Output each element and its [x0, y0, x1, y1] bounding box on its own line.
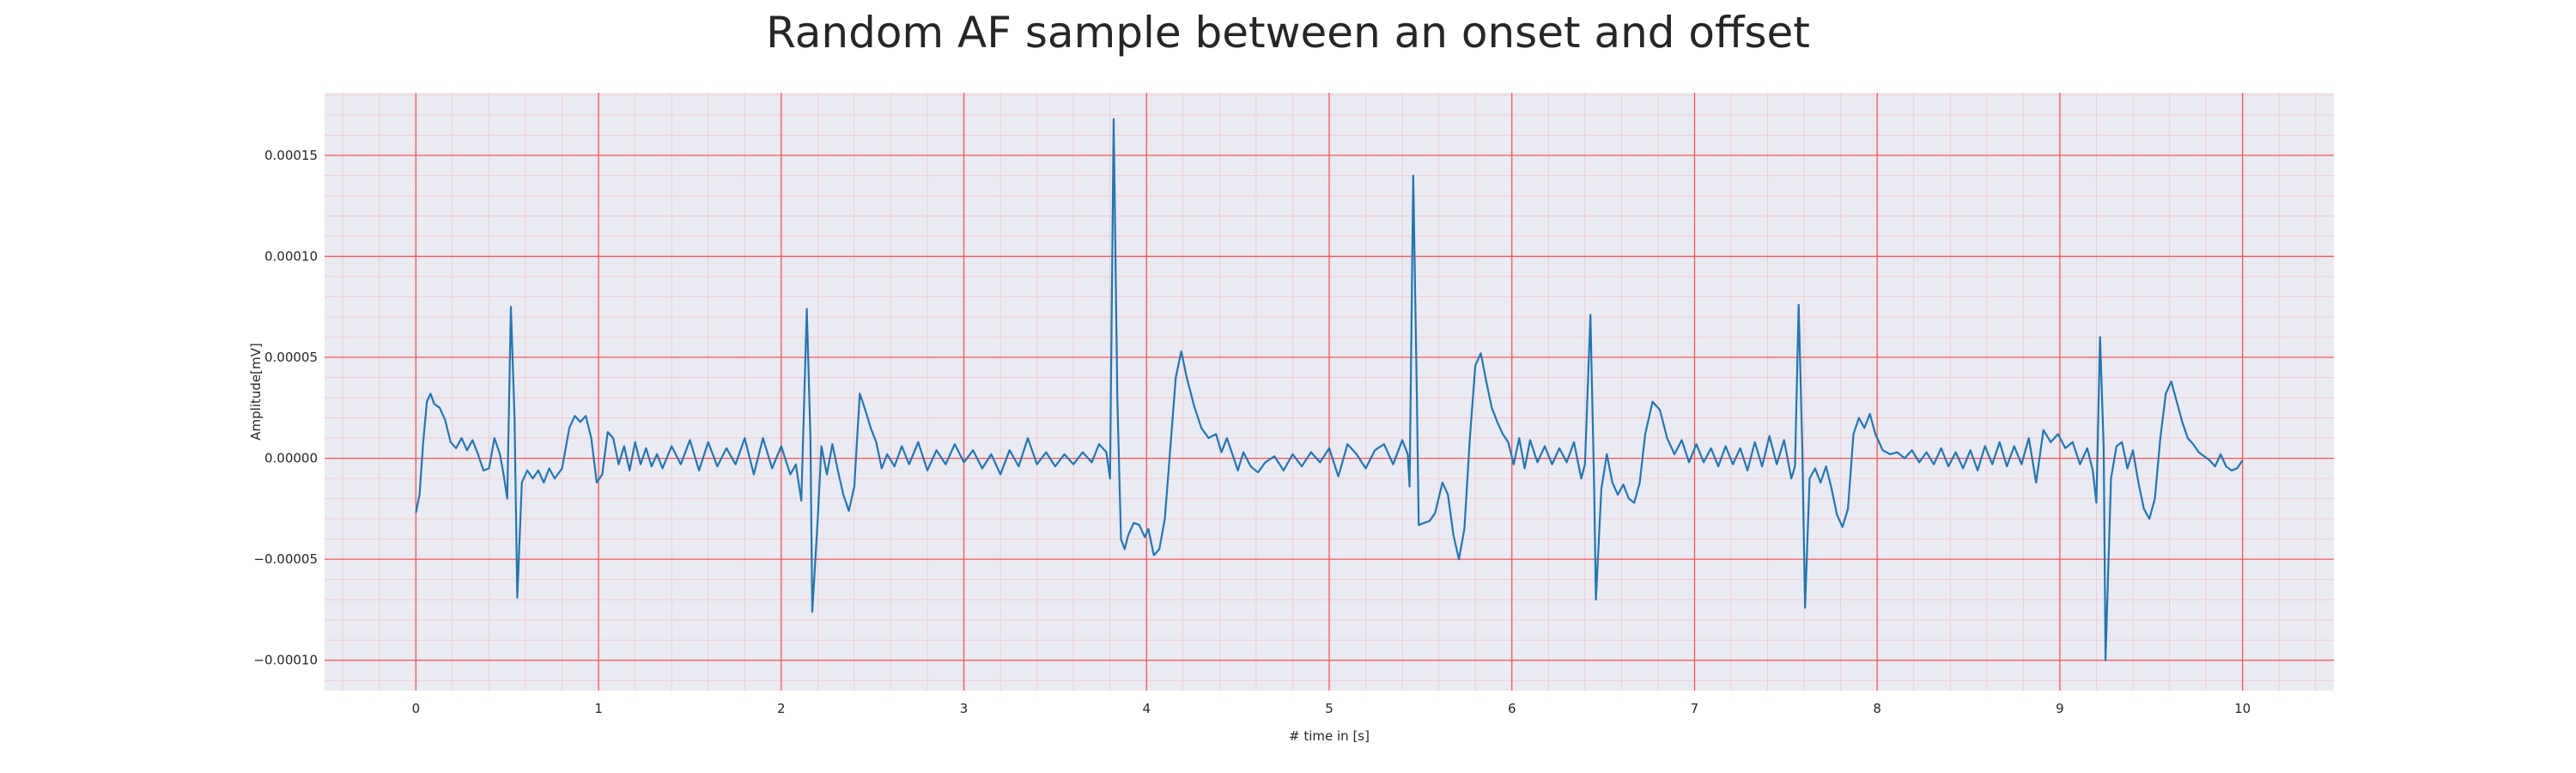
x-tick-label: 7 — [1691, 701, 1699, 716]
y-axis-label: Amplitude[mV] — [248, 343, 264, 440]
x-tick-label: 5 — [1325, 701, 1334, 716]
y-tick-label: 0.00015 — [264, 148, 318, 163]
y-tick-label: −0.00010 — [253, 653, 318, 668]
y-tick-label: 0.00000 — [264, 451, 318, 466]
y-tick-label: 0.00005 — [264, 350, 318, 365]
x-tick-label: 3 — [960, 701, 969, 716]
x-tick-label: 6 — [1508, 701, 1516, 716]
x-tick-label: 2 — [777, 701, 786, 716]
y-tick-label: 0.00010 — [264, 248, 318, 264]
x-tick-label: 4 — [1142, 701, 1151, 716]
x-tick-label: 0 — [412, 701, 421, 716]
x-tick-label: 10 — [2234, 701, 2251, 716]
x-tick-label: 1 — [594, 701, 603, 716]
series-line — [415, 118, 2244, 661]
chart-title: Random AF sample between an onset and of… — [766, 8, 1810, 58]
x-axis-label: # time in [s] — [1289, 728, 1370, 744]
y-tick-label: −0.00005 — [253, 551, 318, 567]
x-axis-ticks: 0 1 2 3 4 5 6 7 8 9 10 — [412, 701, 2251, 716]
y-axis-ticks: −0.00010 −0.00005 0.00000 0.00005 0.00010 0.0… — [253, 148, 318, 668]
x-tick-label: 8 — [1873, 701, 1881, 716]
x-tick-label: 9 — [2056, 701, 2064, 716]
major-grid — [325, 93, 2334, 691]
